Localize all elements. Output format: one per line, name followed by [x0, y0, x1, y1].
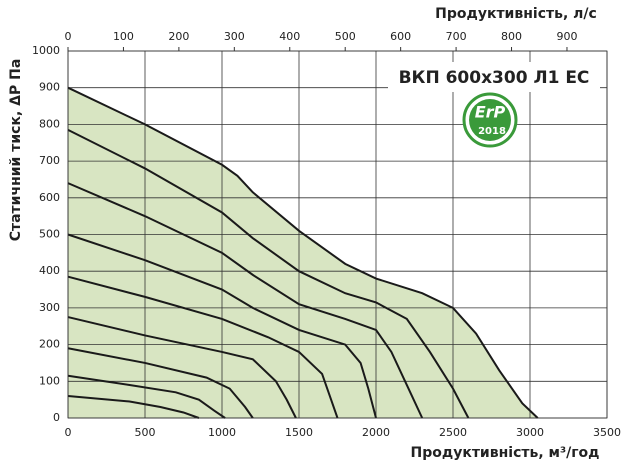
x2-tick-label: 800 [501, 30, 522, 43]
x-tick-label: 500 [135, 426, 156, 439]
fan-curve [67, 374, 226, 419]
badge-year: 2018 [478, 126, 506, 137]
y-tick-label: 400 [39, 264, 60, 277]
x2-tick-label: 300 [224, 30, 245, 43]
x-tick-label: 0 [65, 426, 72, 439]
fan-curve [67, 275, 339, 419]
fan-curve [67, 394, 200, 419]
y-tick-label: 200 [39, 338, 60, 351]
x2-tick-label: 600 [390, 30, 411, 43]
x-axis-label: Продуктивність, м³/год [411, 445, 600, 461]
x-tick-label: 3000 [516, 426, 544, 439]
x2-tick-label: 100 [113, 30, 134, 43]
x-tick-label: 3500 [593, 426, 621, 439]
x-tick-label: 2000 [362, 426, 390, 439]
y-tick-label: 800 [39, 117, 60, 130]
x2-tick-label: 0 [65, 30, 72, 43]
y-tick-label: 700 [39, 154, 60, 167]
x-tick-label: 1500 [285, 426, 313, 439]
x2-tick-label: 900 [556, 30, 577, 43]
y-tick-label: 0 [53, 411, 60, 424]
fan-curve [67, 129, 470, 419]
plot-frame [67, 50, 608, 419]
x2-tick-label: 700 [446, 30, 467, 43]
x-tick-label: 1000 [208, 426, 236, 439]
fan-curve [67, 182, 424, 419]
y-tick-label: 300 [39, 301, 60, 314]
fan-curve [67, 233, 377, 419]
title-box [388, 62, 600, 92]
fan-curve [67, 316, 297, 419]
badge [469, 99, 511, 141]
badge-text: ErP [475, 103, 506, 122]
area-fill [68, 87, 538, 418]
y-tick-label: 500 [39, 228, 60, 241]
y-tick-label: 900 [39, 81, 60, 94]
chart-title: ВКП 600x300 Л1 ЕС [399, 68, 590, 88]
y-axis-label: Статичний тиск, ΔP Па [8, 59, 24, 242]
x2-tick-label: 200 [168, 30, 189, 43]
x2-axis-label: Продуктивність, л/с [435, 6, 597, 22]
y-tick-label: 1000 [32, 44, 60, 57]
x2-tick-label: 400 [279, 30, 300, 43]
fan-curve [67, 347, 254, 419]
y-tick-label: 100 [39, 374, 60, 387]
fan-curve [67, 86, 539, 419]
x2-tick-label: 500 [335, 30, 356, 43]
x-tick-label: 2500 [439, 426, 467, 439]
y-tick-label: 600 [39, 191, 60, 204]
